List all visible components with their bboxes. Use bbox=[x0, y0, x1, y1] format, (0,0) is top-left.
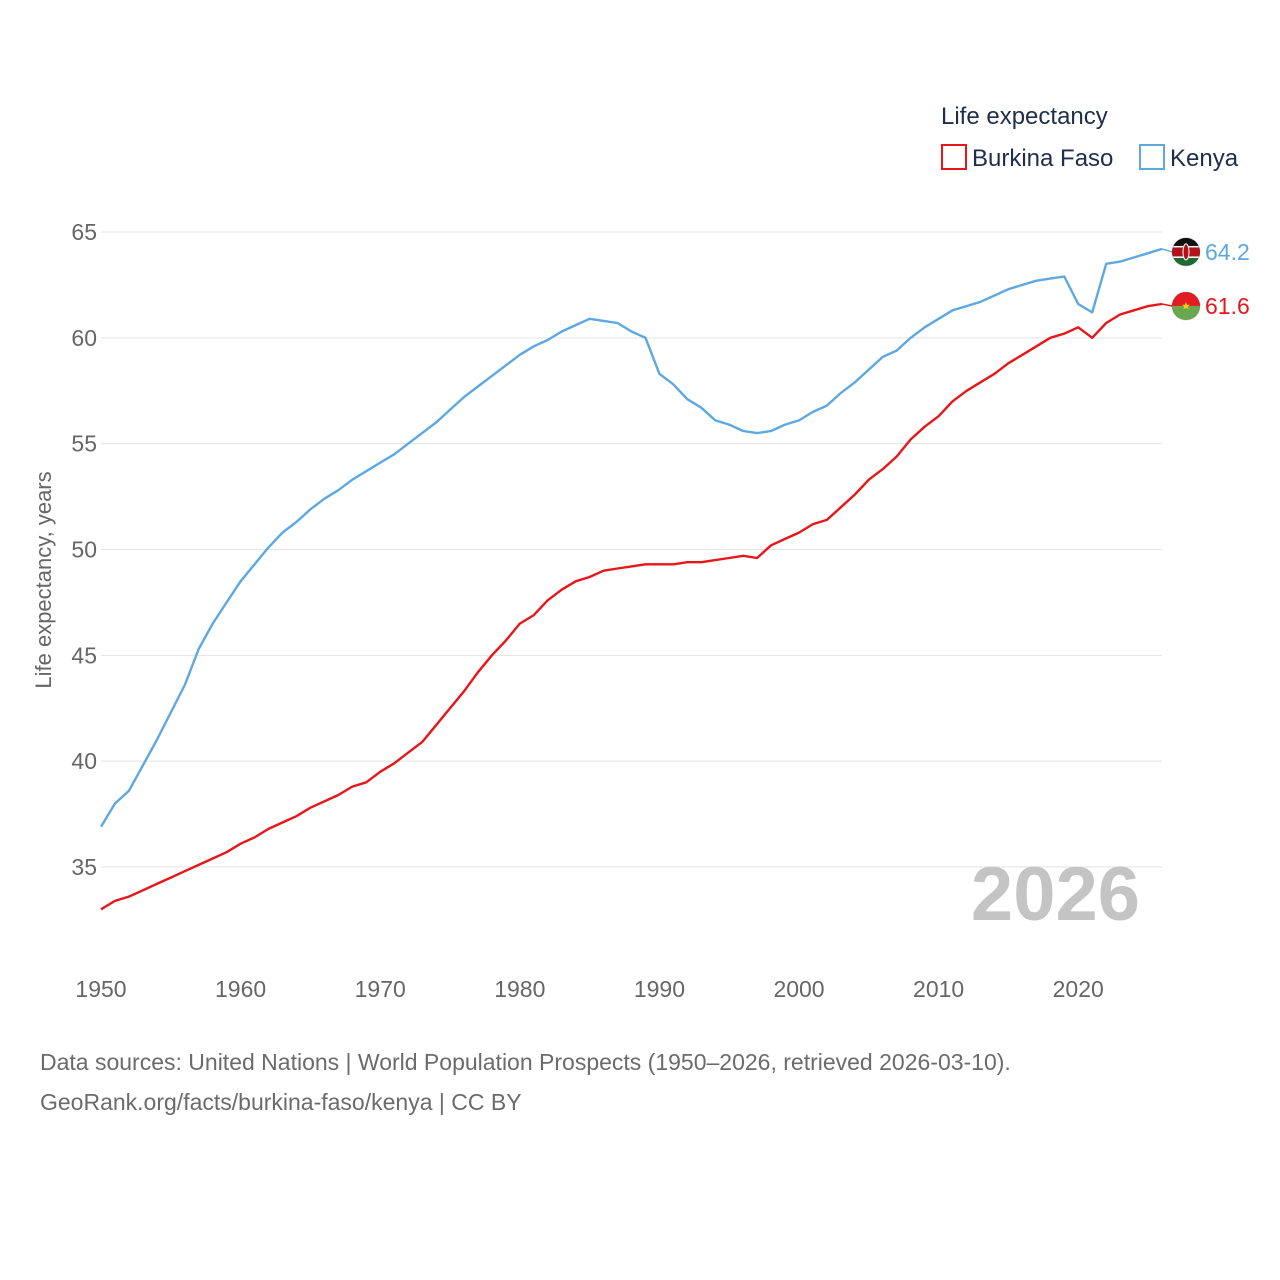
x-tick-label-2010: 2010 bbox=[913, 976, 964, 1002]
line-chart: 35 40 45 50 55 60 65 1950 1960 1970 1980 1990 2000 2… bbox=[31, 103, 1250, 1002]
series-lines bbox=[99, 247, 1163, 911]
x-tick-label-1970: 1970 bbox=[355, 976, 406, 1002]
source-line: Data sources: United Nations | World Pop… bbox=[40, 1049, 1011, 1075]
y-axis-label: Life expectancy, years bbox=[31, 471, 56, 688]
gridlines bbox=[101, 231, 1162, 868]
y-axis-ticks: 35 40 45 50 55 60 65 bbox=[71, 219, 97, 880]
x-tick-label-1960: 1960 bbox=[215, 976, 266, 1002]
series-line-kenya bbox=[99, 247, 1163, 828]
source-link[interactable]: GeoRank.org/facts/burkina-faso/kenya | C… bbox=[40, 1089, 522, 1115]
y-tick-label-55: 55 bbox=[71, 431, 97, 457]
legend-label-burkina-faso[interactable]: Burkina Faso bbox=[972, 145, 1113, 172]
legend-swatch-kenya[interactable] bbox=[1139, 144, 1165, 170]
y-tick-label-65: 65 bbox=[71, 219, 97, 245]
source-note: Data sources: United Nations | World Pop… bbox=[40, 1042, 1240, 1122]
y-tick-label-35: 35 bbox=[71, 854, 97, 880]
end-value-label-burkina-faso: 61.6 bbox=[1205, 293, 1250, 319]
x-tick-label-1950: 1950 bbox=[75, 976, 126, 1002]
legend-title: Life expectancy bbox=[941, 103, 1108, 130]
x-axis-ticks: 1950 1960 1970 1980 1990 2000 2010 2020 bbox=[75, 976, 1103, 1002]
legend: Life expectancy Burkina Faso Kenya bbox=[941, 103, 1239, 172]
y-tick-label-40: 40 bbox=[71, 748, 97, 774]
y-tick-label-50: 50 bbox=[71, 537, 97, 563]
end-connector-kenya bbox=[1161, 248, 1173, 253]
end-connector-burkina-faso bbox=[1161, 303, 1173, 307]
x-tick-label-2020: 2020 bbox=[1053, 976, 1104, 1002]
end-markers: 61.6 64.2 bbox=[1161, 237, 1250, 321]
legend-label-kenya[interactable]: Kenya bbox=[1170, 145, 1239, 172]
series-line-burkina-faso bbox=[100, 302, 1163, 911]
x-tick-label-1990: 1990 bbox=[634, 976, 685, 1002]
x-tick-label-2000: 2000 bbox=[773, 976, 824, 1002]
burkina-faso-flag-icon bbox=[1171, 291, 1201, 321]
end-value-label-kenya: 64.2 bbox=[1205, 239, 1250, 265]
year-stamp: 2026 bbox=[971, 852, 1140, 937]
y-tick-label-45: 45 bbox=[71, 642, 97, 668]
legend-swatch-burkina-faso[interactable] bbox=[941, 144, 967, 170]
y-tick-label-60: 60 bbox=[71, 325, 97, 351]
kenya-flag-icon bbox=[1171, 237, 1201, 267]
x-tick-label-1980: 1980 bbox=[494, 976, 545, 1002]
